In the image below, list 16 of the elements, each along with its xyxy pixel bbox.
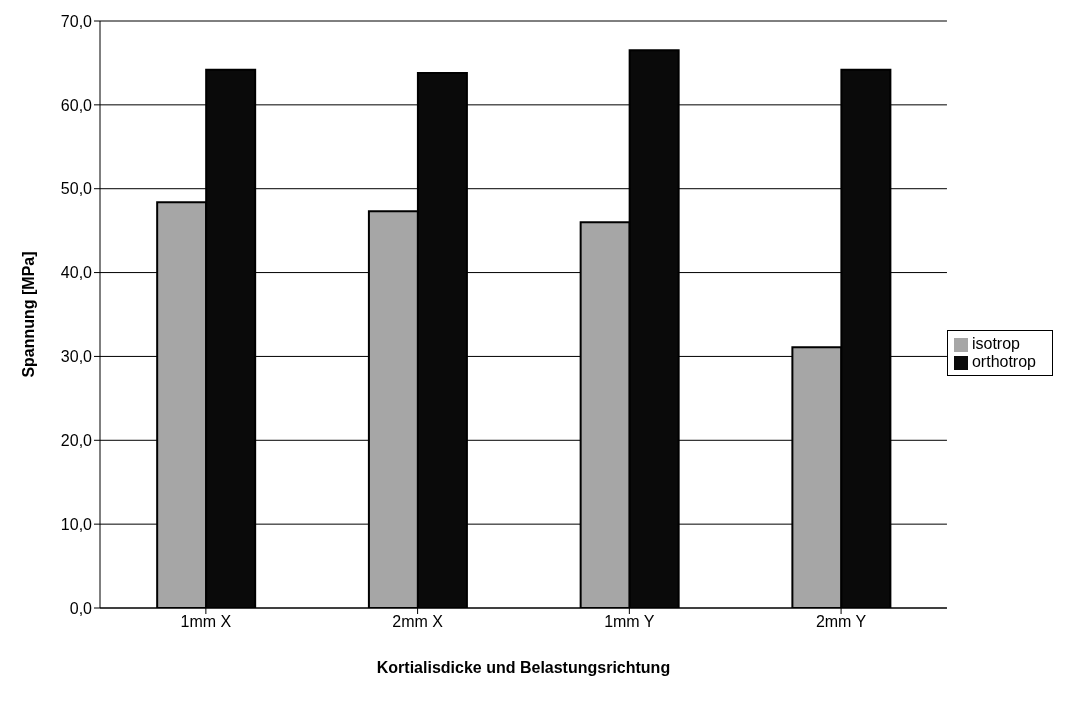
x-tick-label: 2mm X bbox=[392, 613, 444, 631]
y-tick-label: 70,0 bbox=[60, 12, 93, 30]
x-tick-label: 1mm X bbox=[180, 613, 232, 631]
x-axis-title: Kortialisdicke und Belastungsrichtung bbox=[376, 659, 671, 676]
x-tick-label: 2mm Y bbox=[815, 613, 867, 631]
legend-label: isotrop bbox=[971, 335, 1020, 352]
y-tick-label: 40,0 bbox=[60, 264, 93, 282]
x-tick-label: 1mm Y bbox=[604, 613, 655, 631]
y-tick-label: 60,0 bbox=[60, 96, 93, 114]
y-tick-label: 30,0 bbox=[60, 348, 93, 366]
y-tick-label: 10,0 bbox=[60, 515, 93, 533]
y-axis-title: Spannung [MPa] bbox=[19, 251, 37, 378]
y-tick-label: 50,0 bbox=[60, 180, 93, 198]
legend-label: orthotrop bbox=[971, 353, 1036, 370]
y-tick-label: 0,0 bbox=[69, 599, 93, 617]
y-tick-label: 20,0 bbox=[60, 431, 93, 449]
